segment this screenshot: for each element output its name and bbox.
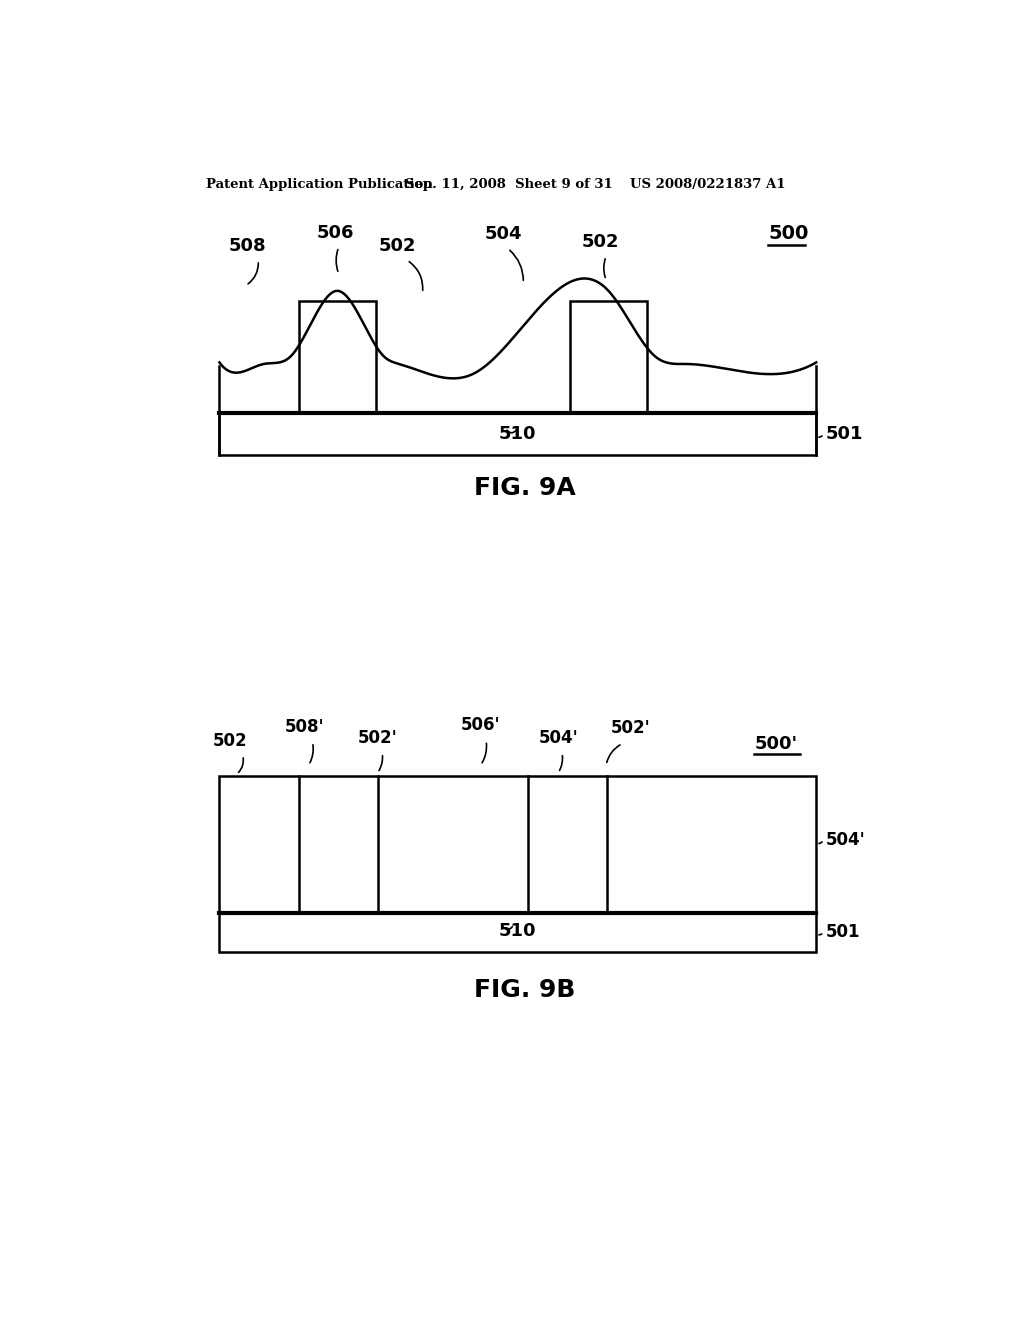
Text: FIG. 9A: FIG. 9A xyxy=(474,477,575,500)
Bar xyxy=(219,913,816,952)
Bar xyxy=(569,301,647,412)
Text: 502: 502 xyxy=(213,731,248,750)
Text: 504: 504 xyxy=(485,226,522,243)
Text: 508': 508' xyxy=(285,718,325,737)
Text: 502: 502 xyxy=(582,232,620,251)
Text: 510: 510 xyxy=(499,921,537,940)
Text: FIG. 9B: FIG. 9B xyxy=(474,978,575,1002)
Bar xyxy=(299,301,376,412)
Text: 502': 502' xyxy=(610,719,650,738)
Text: 502': 502' xyxy=(357,729,397,747)
Text: 500': 500' xyxy=(755,735,798,752)
Text: 501: 501 xyxy=(825,923,860,941)
Text: 508: 508 xyxy=(228,236,266,255)
Text: 502: 502 xyxy=(379,236,417,255)
Bar xyxy=(219,413,816,455)
Text: 501: 501 xyxy=(825,425,863,444)
Text: US 2008/0221837 A1: US 2008/0221837 A1 xyxy=(630,178,785,190)
Bar xyxy=(219,776,816,913)
Text: 510: 510 xyxy=(499,425,537,442)
Text: 504': 504' xyxy=(539,729,578,747)
Text: 500: 500 xyxy=(768,224,809,243)
Text: 504': 504' xyxy=(825,830,865,849)
Text: Sep. 11, 2008  Sheet 9 of 31: Sep. 11, 2008 Sheet 9 of 31 xyxy=(406,178,613,190)
Text: 506': 506' xyxy=(461,717,501,734)
Text: 506: 506 xyxy=(317,223,354,242)
Text: Patent Application Publication: Patent Application Publication xyxy=(206,178,432,190)
